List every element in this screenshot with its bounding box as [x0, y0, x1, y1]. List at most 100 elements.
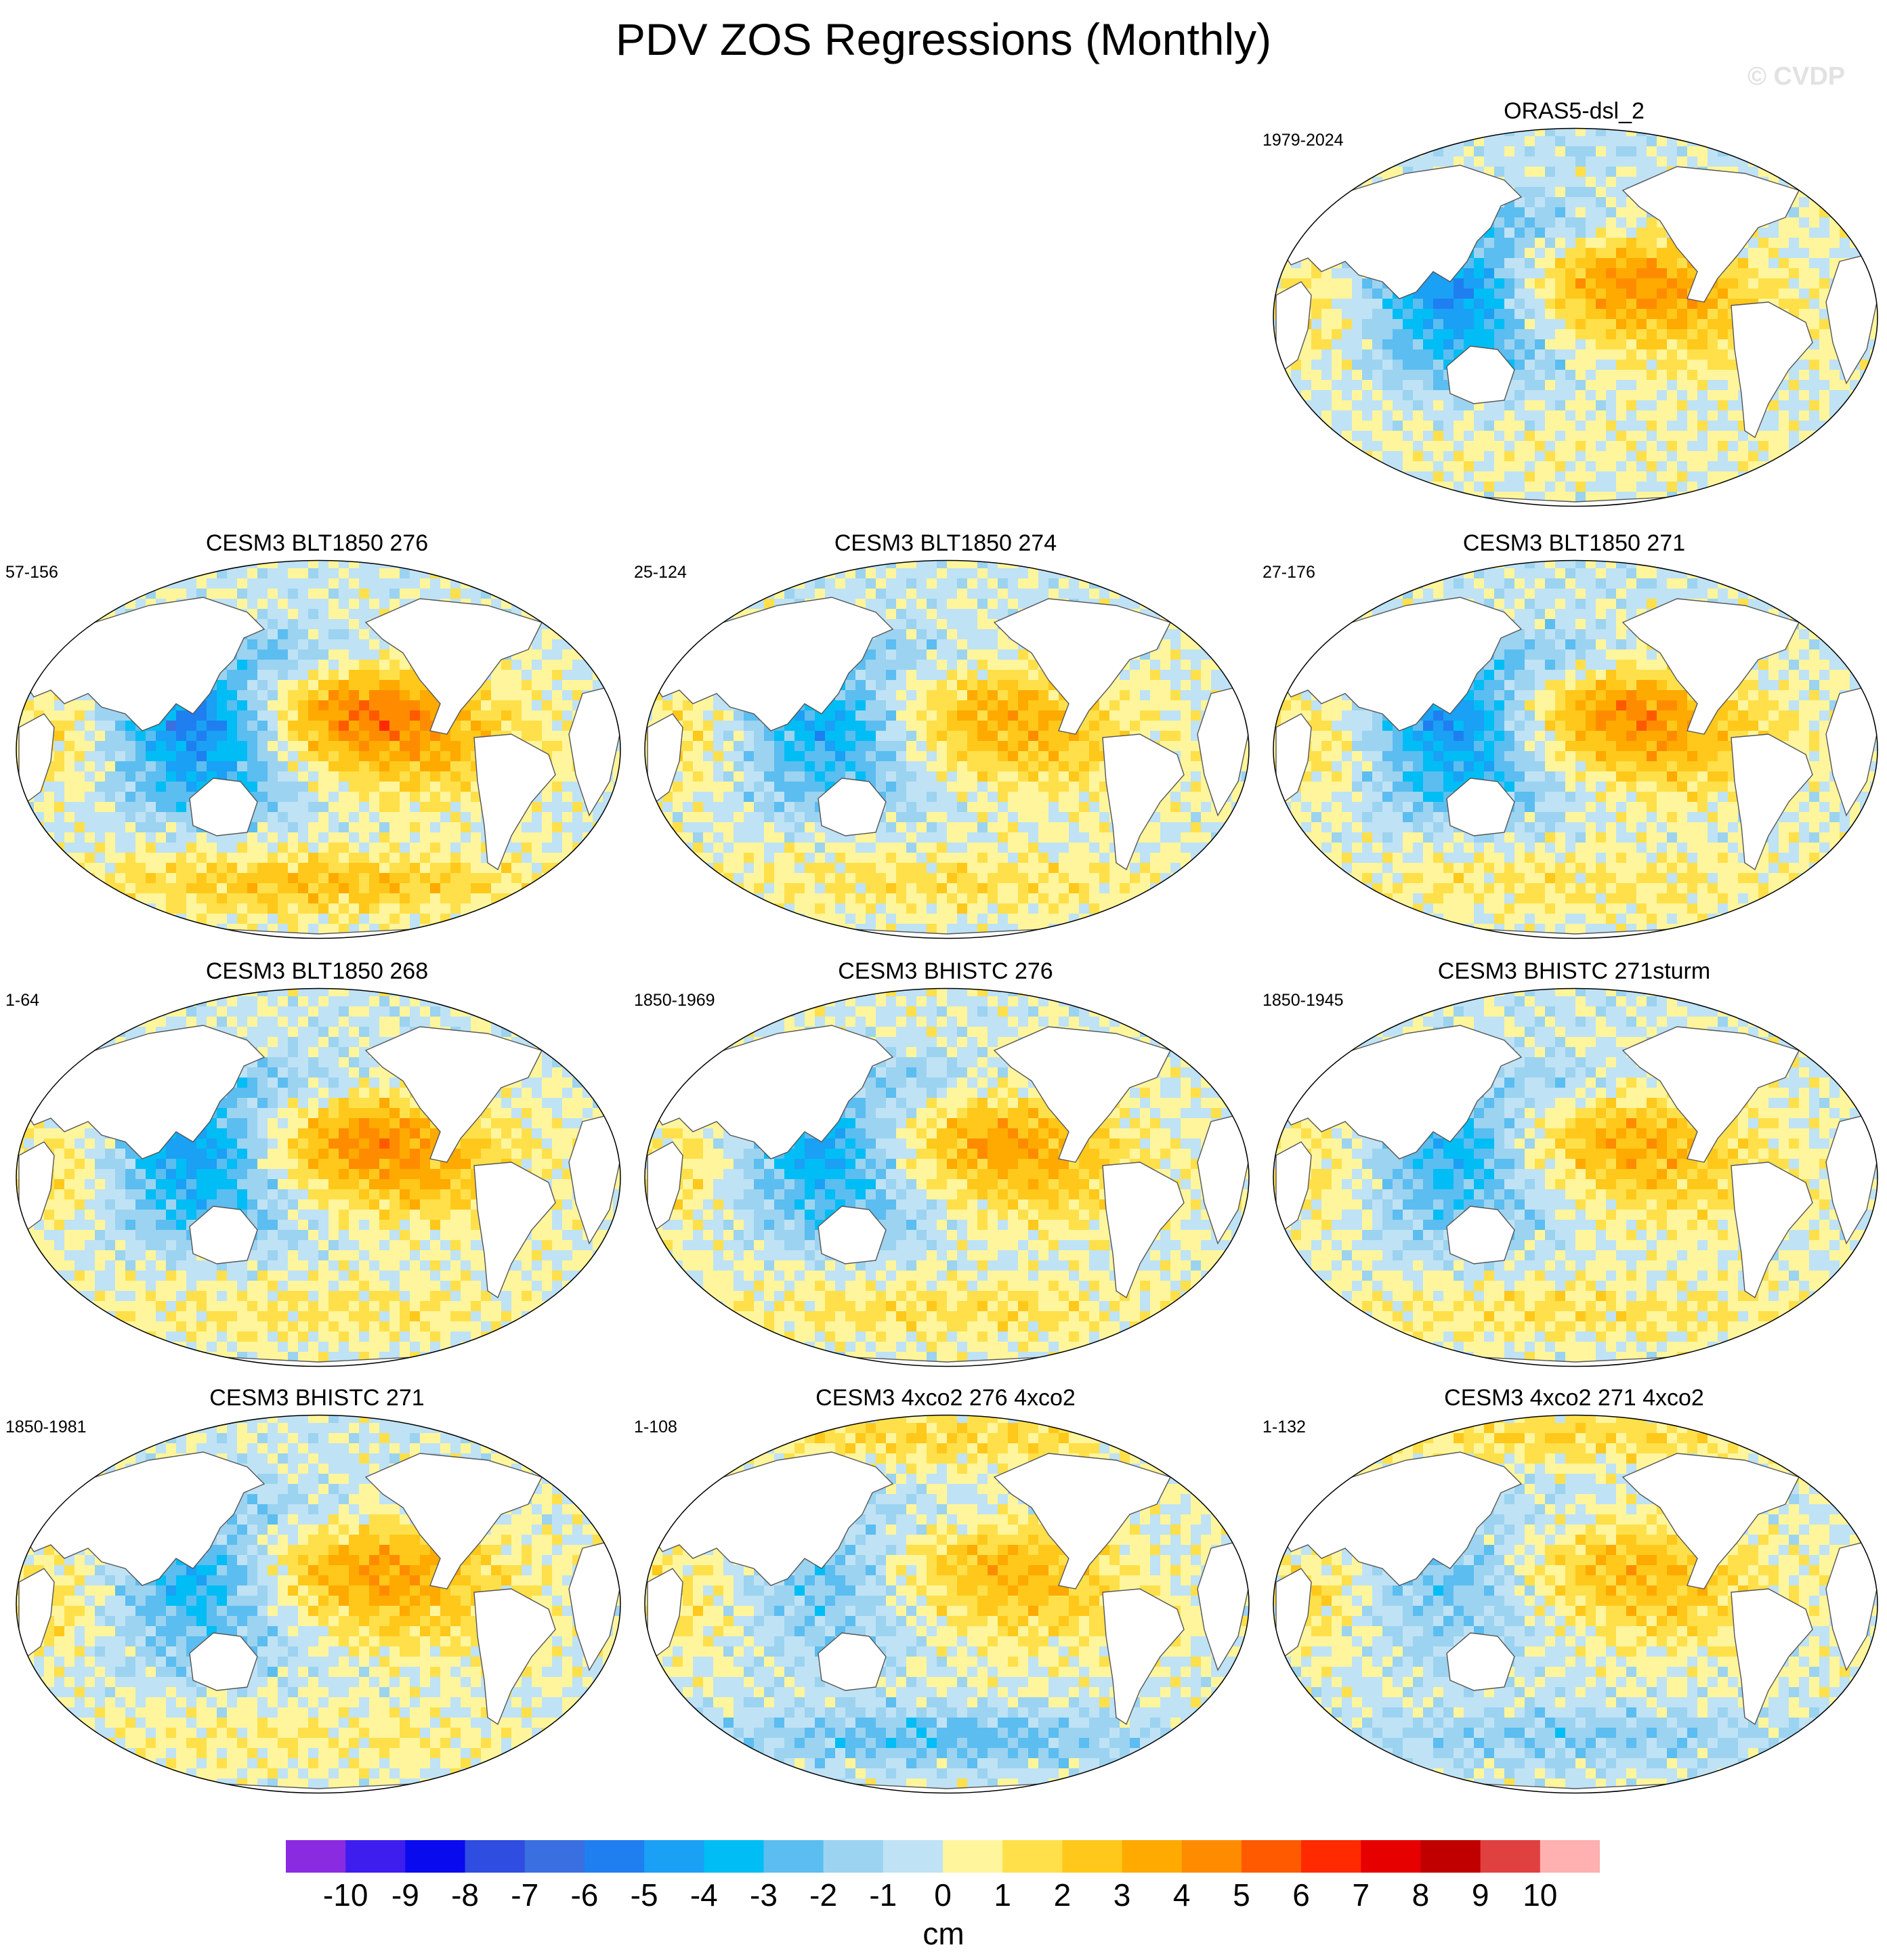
map-panel: CESM3 BHISTC 271sturm 1850-1945 — [1263, 956, 1886, 1376]
land-mass — [473, 1588, 556, 1726]
world-map — [644, 559, 1250, 939]
land-mass — [527, 578, 597, 623]
panel-title: CESM3 BLT1850 276 — [5, 528, 629, 558]
land-mass — [818, 1206, 887, 1264]
colorbar-swatch — [1480, 1840, 1541, 1873]
land-mass — [1731, 733, 1813, 871]
land-mass — [993, 1026, 1171, 1163]
colorbar-swatch — [1241, 1840, 1302, 1873]
panel-title: CESM3 BHISTC 271 — [5, 1383, 629, 1413]
land-mass — [1784, 146, 1854, 191]
land-mass — [1784, 1006, 1854, 1051]
panel-period: 1-132 — [1263, 1417, 1306, 1437]
colorbar-tick-label: 6 — [1292, 1875, 1310, 1915]
panel-title: CESM3 BLT1850 274 — [634, 528, 1257, 558]
colorbar — [286, 1840, 1600, 1873]
colorbar-units: cm — [0, 1915, 1887, 1953]
colorbar-swatch — [1420, 1840, 1481, 1873]
land-mass — [364, 1453, 543, 1590]
map-border — [1273, 127, 1878, 507]
land-mass — [1155, 578, 1225, 623]
map-border — [16, 1414, 621, 1794]
land-mass — [473, 1162, 556, 1299]
colorbar-tick-label: 4 — [1173, 1875, 1191, 1915]
colorbar-tick-label: 0 — [934, 1875, 952, 1915]
panel-title: CESM3 BLT1850 268 — [5, 956, 629, 986]
land-mass — [189, 777, 258, 836]
land-mass — [1102, 1588, 1185, 1726]
world-map — [1273, 127, 1878, 507]
ocean-field — [645, 988, 1249, 1367]
colorbar-tick-label: -3 — [750, 1875, 778, 1915]
world-map — [1273, 559, 1878, 939]
land-mass — [1446, 345, 1515, 404]
panel-period: 25-124 — [634, 562, 687, 582]
land-mass — [527, 1006, 597, 1051]
land-mass — [1784, 1432, 1854, 1478]
colorbar-tick-label: 9 — [1472, 1875, 1489, 1915]
colorbar-swatch — [943, 1840, 1003, 1873]
panel-title: CESM3 4xco2 276 4xco2 — [634, 1383, 1257, 1413]
panel-title: CESM3 BHISTC 271sturm — [1263, 956, 1886, 986]
colorbar-swatch — [1122, 1840, 1183, 1873]
map-panel: CESM3 BLT1850 276 57-156 — [5, 528, 629, 948]
colorbar-swatch — [345, 1840, 406, 1873]
land-mass — [527, 1432, 597, 1478]
panel-period: 1850-1981 — [5, 1417, 87, 1437]
colorbar-tick-label: 3 — [1114, 1875, 1131, 1915]
land-mass — [1731, 301, 1813, 439]
map-border — [644, 559, 1250, 939]
colorbar-swatch — [1301, 1840, 1361, 1873]
map-panel: CESM3 BLT1850 274 25-124 — [634, 528, 1257, 948]
colorbar-tick-label: 5 — [1233, 1875, 1250, 1915]
land-mass — [1446, 1632, 1515, 1691]
world-map — [644, 987, 1250, 1367]
colorbar-swatch — [823, 1840, 884, 1873]
colorbar-tick-label: 1 — [994, 1875, 1011, 1915]
land-mass — [1621, 166, 1800, 303]
colorbar-swatch — [286, 1840, 346, 1873]
world-map — [16, 1414, 621, 1794]
colorbar-tick-label: -8 — [451, 1875, 479, 1915]
map-panel: ORAS5-dsl_2 1979-2024 — [1263, 96, 1886, 516]
map-border — [644, 1414, 1250, 1794]
panel-title: CESM3 BHISTC 276 — [634, 956, 1257, 986]
map-border — [1273, 987, 1878, 1367]
colorbar-tick-label: 10 — [1523, 1875, 1557, 1915]
land-mass — [364, 1026, 543, 1163]
map-border — [16, 559, 621, 939]
colorbar-swatch — [1181, 1840, 1242, 1873]
panel-period: 1850-1969 — [634, 990, 715, 1010]
land-mass — [1155, 1432, 1225, 1478]
land-mass — [1621, 598, 1800, 735]
colorbar-labels: -10 -9 -8 -7 -6 -5 -4 -3 -2 -1 0 1 2 3 4 5 6 7 8 9 10 — [0, 1875, 1887, 1915]
land-mass — [1784, 578, 1854, 623]
colorbar-swatch — [644, 1840, 704, 1873]
land-mass — [1102, 733, 1185, 871]
colorbar-swatch — [763, 1840, 824, 1873]
land-mass — [993, 598, 1171, 735]
map-panel: CESM3 BHISTC 271 1850-1981 — [5, 1383, 629, 1803]
map-border — [16, 987, 621, 1367]
map-panel: CESM3 BHISTC 276 1850-1969 — [634, 956, 1257, 1376]
land-mass — [1731, 1588, 1813, 1726]
map-panel: CESM3 BLT1850 268 1-64 — [5, 956, 629, 1376]
colorbar-swatch — [1002, 1840, 1063, 1873]
land-mass — [1155, 1006, 1225, 1051]
colorbar-tick-label: -2 — [809, 1875, 837, 1915]
colorbar-swatch — [1540, 1840, 1600, 1873]
panel-period: 1850-1945 — [1263, 990, 1344, 1010]
land-mass — [1102, 1162, 1185, 1299]
land-mass — [189, 1632, 258, 1691]
panel-period: 1979-2024 — [1263, 130, 1344, 150]
colorbar-swatch — [465, 1840, 526, 1873]
colorbar-tick-label: -5 — [631, 1875, 658, 1915]
colorbar-tick-label: -9 — [391, 1875, 419, 1915]
land-mass — [473, 733, 556, 871]
map-panel: CESM3 4xco2 271 4xco2 1-132 — [1263, 1383, 1886, 1803]
colorbar-tick-label: 7 — [1352, 1875, 1370, 1915]
panel-period: 1-64 — [5, 990, 39, 1010]
colorbar-tick-label: 2 — [1054, 1875, 1072, 1915]
land-mass — [818, 777, 887, 836]
world-map — [16, 559, 621, 939]
